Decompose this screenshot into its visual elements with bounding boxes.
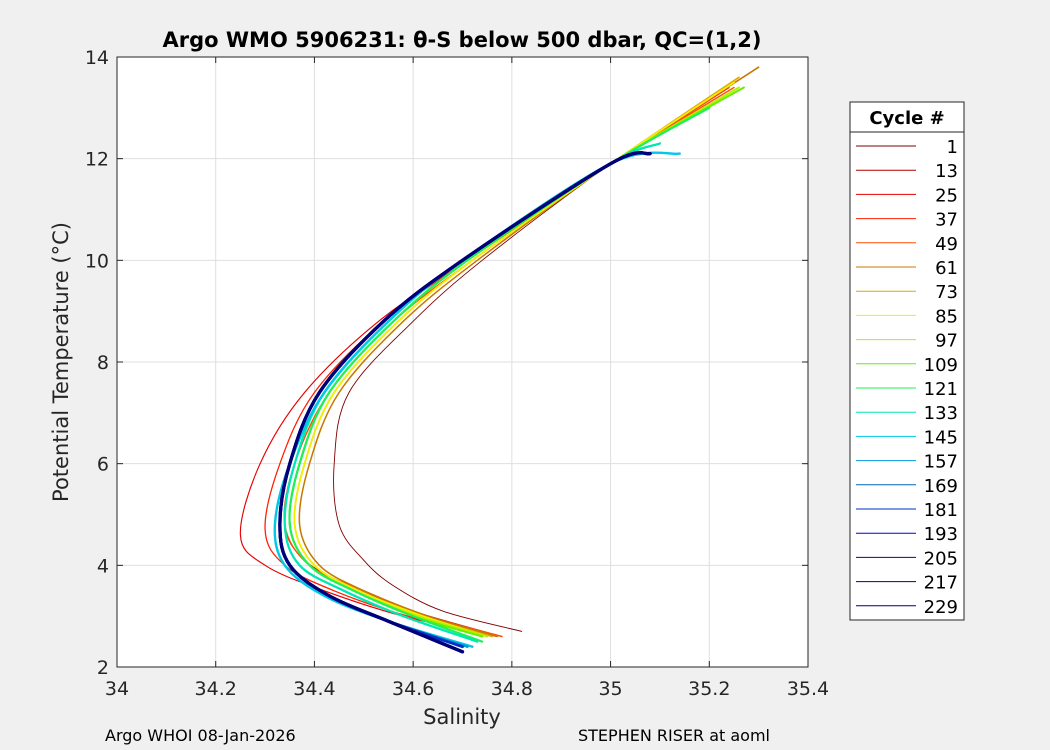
legend-label-181: 181 [924, 500, 958, 521]
chart-title: Argo WMO 5906231: θ-S below 500 dbar, QC… [163, 28, 762, 52]
legend-label-217: 217 [924, 573, 958, 594]
legend-label-97: 97 [935, 331, 958, 352]
legend-label-25: 25 [935, 185, 958, 206]
y-tick-label: 14 [85, 47, 109, 69]
x-tick-label: 35.2 [688, 678, 730, 700]
footer-right: STEPHEN RISER at aoml [578, 726, 770, 745]
legend-label-169: 169 [924, 476, 958, 497]
x-tick-label: 34.4 [293, 678, 335, 700]
series-line-229 [278, 151, 652, 654]
x-tick-label: 34 [105, 678, 129, 700]
legend-label-121: 121 [924, 379, 958, 400]
legend-label-73: 73 [935, 282, 958, 303]
x-axis-label: Salinity [423, 705, 501, 729]
legend-label-157: 157 [924, 452, 958, 473]
legend-label-61: 61 [935, 258, 958, 279]
legend-label-205: 205 [924, 548, 958, 569]
y-tick-label: 10 [85, 250, 109, 272]
legend-label-1: 1 [947, 137, 958, 158]
legend-label-109: 109 [924, 355, 958, 376]
x-tick-label: 35.4 [787, 678, 829, 700]
legend-label-13: 13 [935, 161, 958, 182]
legend-title: Cycle # [869, 108, 944, 129]
legend-label-85: 85 [935, 306, 958, 327]
legend-label-145: 145 [924, 427, 958, 448]
grid [116, 56, 809, 668]
series-layer [239, 66, 760, 654]
x-tick-label: 35 [598, 678, 622, 700]
y-tick-label: 12 [85, 149, 109, 171]
x-tick-label: 34.8 [491, 678, 533, 700]
y-tick-label: 2 [97, 657, 109, 679]
legend-label-49: 49 [935, 234, 958, 255]
y-tick-label: 8 [97, 352, 109, 374]
footer-left: Argo WHOI 08-Jan-2026 [105, 726, 296, 745]
x-tick-label: 34.6 [392, 678, 434, 700]
legend-label-193: 193 [924, 524, 958, 545]
y-tick-label: 6 [97, 454, 109, 476]
legend-label-133: 133 [924, 403, 958, 424]
legend-entries: 1 13 25 37 49 61 73 85 97 109 121 133 145 157 169 181 19… [856, 137, 958, 618]
tick-labels: 34 34.2 34.4 34.6 34.8 35 35.2 35.4 2 4 6 8 10 12 14 [85, 47, 829, 700]
plot-frame [116, 56, 809, 668]
legend: Cycle # 1 13 25 37 49 61 73 85 97 109 121 133 145 157… [849, 101, 965, 621]
y-axis-label: Potential Temperature (°C) [49, 222, 73, 502]
legend-label-229: 229 [924, 597, 958, 618]
y-tick-label: 4 [97, 555, 109, 577]
series-line-85 [293, 81, 735, 638]
x-tick-label: 34.2 [195, 678, 237, 700]
legend-label-37: 37 [935, 210, 958, 231]
